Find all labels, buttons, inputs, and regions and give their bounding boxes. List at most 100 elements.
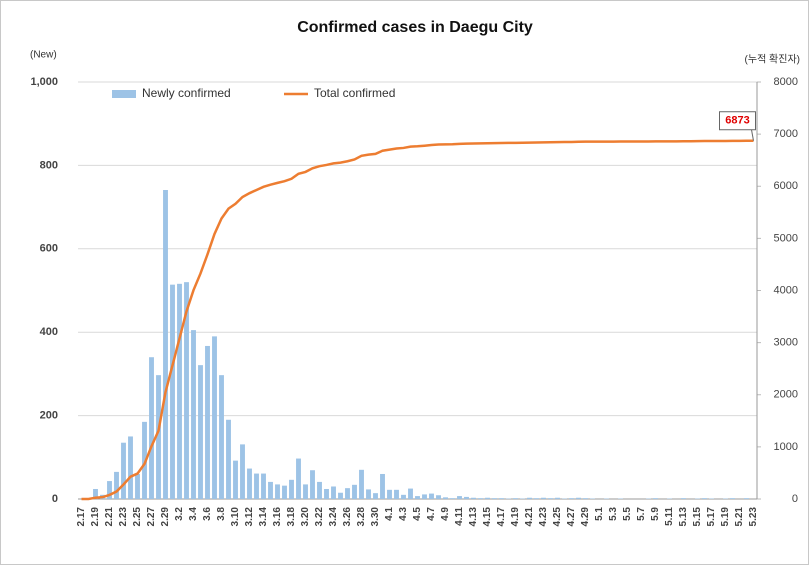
value-label-leader [751, 129, 754, 141]
bar [373, 493, 378, 499]
x-tick-label: 2.17 [76, 507, 87, 527]
x-tick-label: 5.1 [594, 507, 605, 521]
bar [135, 473, 140, 499]
x-tick-label: 3.4 [188, 507, 199, 521]
y-tick-label: 400 [40, 326, 58, 338]
x-tick-label: 3.16 [272, 507, 283, 527]
x-tick-label: 4.15 [482, 507, 493, 527]
bar [170, 284, 175, 499]
bar [653, 498, 658, 499]
bar [534, 498, 539, 499]
x-tick-label: 5.3 [608, 507, 619, 521]
bar [352, 484, 357, 499]
y2-tick-label: 4000 [774, 284, 798, 296]
x-tick-label: 5.7 [636, 507, 647, 521]
bar [163, 190, 168, 500]
bar [233, 460, 238, 499]
bar [317, 481, 322, 499]
bar [345, 488, 350, 499]
x-tick-label: 3.2 [174, 507, 185, 521]
y-axis-label: (New) [30, 50, 57, 61]
bar [289, 479, 294, 499]
x-tick-label: 3.30 [370, 507, 381, 527]
bar [527, 497, 532, 499]
x-tick-label: 3.10 [230, 507, 241, 527]
bar [429, 493, 434, 499]
bar [240, 444, 245, 499]
x-tick-label: 3.28 [356, 507, 367, 527]
bar [513, 498, 518, 499]
x-tick-label: 3.8 [216, 507, 227, 521]
x-tick-label: 4.1 [384, 507, 395, 521]
bar [226, 419, 231, 499]
bar [247, 468, 252, 499]
bar [401, 494, 406, 499]
bar [380, 473, 385, 499]
bar [555, 497, 560, 499]
value-label: 6873 [725, 115, 749, 127]
bar [282, 485, 287, 499]
bar [331, 486, 336, 499]
bar [156, 375, 161, 499]
x-tick-label: 3.26 [342, 507, 353, 527]
x-tick-label: 4.17 [496, 507, 507, 527]
bar [569, 498, 574, 499]
bar [408, 488, 413, 499]
x-tick-label: 4.25 [552, 507, 563, 527]
bar [254, 473, 259, 499]
x-tick-label: 3.24 [328, 507, 339, 527]
x-tick-label: 5.19 [720, 507, 731, 527]
bar [681, 498, 686, 499]
bar [744, 498, 749, 499]
x-tick-label: 4.21 [524, 507, 535, 527]
x-tick-label: 2.25 [132, 507, 143, 527]
bar [464, 496, 469, 499]
bar [366, 489, 371, 499]
bar [359, 469, 364, 499]
x-tick-label: 5.17 [706, 507, 717, 527]
x-tick-label: 4.29 [580, 507, 591, 527]
chart-title: Confirmed cases in Daegu City [297, 19, 533, 36]
bar [93, 488, 98, 499]
x-tick-label: 5.5 [622, 507, 633, 521]
bar [261, 473, 266, 499]
bar [121, 442, 126, 499]
bar [576, 497, 581, 499]
y2-tick-label: 6000 [774, 180, 798, 192]
bar [212, 336, 217, 499]
y2-axis-label: (누적 확진자) [745, 54, 800, 66]
bar [275, 484, 280, 499]
line [81, 139, 754, 501]
bar [457, 496, 462, 499]
y2-tick-label: 0 [792, 493, 798, 505]
legend-label: Total confirmed [314, 86, 395, 100]
bar [142, 421, 147, 499]
legend-label: Newly confirmed [142, 86, 231, 100]
bar [471, 497, 476, 499]
x-tick-label: 5.11 [664, 507, 675, 526]
x-tick-label: 5.15 [692, 507, 703, 527]
x-tick-label: 2.23 [118, 507, 129, 527]
bar [730, 498, 735, 499]
bar [128, 436, 133, 499]
y-tick-label: 1,000 [30, 76, 58, 88]
bar [310, 470, 315, 499]
y2-tick-label: 8000 [774, 76, 798, 88]
bar [450, 498, 455, 499]
x-tick-label: 3.22 [314, 507, 325, 527]
bar [415, 496, 420, 499]
x-tick-label: 4.5 [412, 507, 423, 521]
bar [191, 330, 196, 499]
y2-tick-label: 7000 [774, 128, 798, 140]
x-tick-label: 2.19 [90, 507, 101, 527]
bar [548, 498, 553, 499]
bar [205, 345, 210, 499]
x-tick-label: 3.20 [300, 507, 311, 527]
bar [198, 365, 203, 499]
y-tick-label: 200 [40, 410, 58, 422]
x-tick-label: 5.21 [734, 507, 745, 527]
x-tick-label: 4.3 [398, 507, 409, 521]
bar [443, 497, 448, 499]
bar [338, 492, 343, 499]
